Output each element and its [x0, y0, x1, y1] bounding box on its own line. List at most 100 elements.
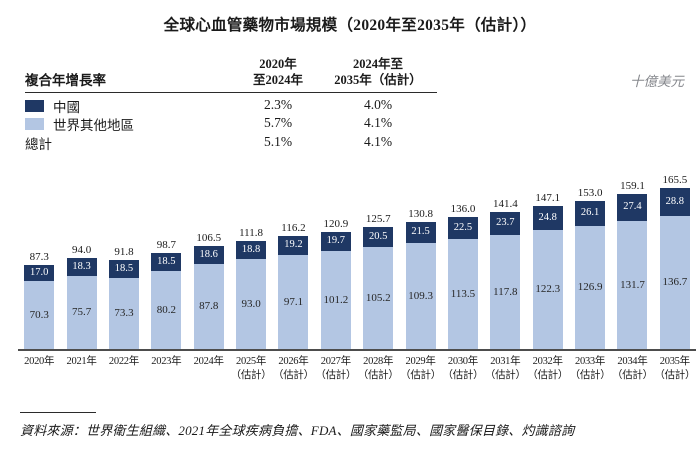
cagr-value: 4.0%	[363, 96, 393, 112]
bar-segment-rest-of-world: 113.5	[447, 239, 478, 349]
bar-segment-rest-of-world: 73.3	[108, 278, 139, 349]
bar-column: 94.0 18.3 75.7	[60, 244, 102, 349]
x-axis-label: 2024年	[193, 356, 224, 367]
bar-segment-china: 24.8	[532, 206, 563, 230]
cagr-row-header: 複合年增長率	[25, 72, 106, 88]
bar-segment-rest-of-world: 131.7	[617, 221, 648, 349]
cagr-table: 複合年增長率 2020年 至2024年 2024年至 2035年（估計） 中國 …	[25, 56, 437, 152]
source-note: 資料來源：世界衛生組織、2021年全球疾病負擔、FDA、國家藥監局、國家醫保目錄…	[20, 423, 575, 438]
bar-segment-rest-of-world: 122.3	[532, 230, 563, 349]
bar-segment-china: 17.0	[24, 265, 55, 281]
bar-segment-china: 27.4	[617, 194, 648, 221]
cagr-col-header-line: 2024年至	[352, 57, 403, 71]
cagr-col-header-2024-2035: 2024年至 2035年（估計）	[319, 56, 437, 91]
cagr-value: 5.7%	[263, 115, 293, 130]
bar-segment-china: 23.7	[490, 212, 521, 235]
bar-total-label: 141.4	[492, 198, 518, 210]
bar-total-label: 116.2	[281, 222, 306, 234]
table-divider-line	[25, 91, 437, 93]
bar-column: 141.4 23.7 117.8	[484, 198, 526, 349]
bar-total-label: 106.5	[196, 232, 222, 244]
bar-total-label: 98.7	[156, 239, 176, 251]
stacked-bar-chart: 87.3 17.0 70.3 94.0 18.3 75.7 91.8 18.5 73.3 98.7…	[18, 170, 696, 382]
bar-segment-china: 21.5	[405, 222, 436, 243]
stacked-bar: 18.3 75.7	[66, 258, 97, 349]
unit-label: 十億美元	[630, 74, 684, 89]
stacked-bar: 17.0 70.3	[24, 265, 55, 349]
bar-segment-china: 18.6	[193, 246, 224, 264]
bar-segment-china: 18.5	[108, 260, 139, 278]
legend-item-china: 中國	[25, 97, 237, 116]
x-axis-label: 2025年 （估計）	[230, 356, 272, 381]
x-axis-label: 2034年 （估計）	[612, 356, 653, 381]
rest-of-world-legend-swatch-icon	[25, 118, 44, 131]
bar-segment-china: 19.2	[278, 236, 309, 255]
bar-column: 111.8 18.8 93.0	[230, 227, 272, 349]
total-row-label: 總計	[25, 136, 52, 152]
stacked-bar: 23.7 117.8	[490, 212, 521, 349]
bar-column: 159.1 27.4 131.7	[611, 180, 653, 349]
bar-column: 120.9 19.7 101.2	[315, 218, 357, 349]
bar-total-label: 120.9	[323, 218, 349, 230]
bar-segment-rest-of-world: 80.2	[151, 271, 182, 349]
bar-column: 87.3 17.0 70.3	[18, 251, 60, 349]
cagr-value: 2.3%	[263, 96, 293, 112]
legend-label-rest-of-world: 世界其他地區	[53, 118, 134, 134]
bar-segment-china: 18.3	[66, 258, 97, 276]
x-axis-label: 2022年	[108, 356, 139, 367]
x-axis-label: 2027年 （估計）	[315, 356, 357, 381]
table-row-rest-of-world: 世界其他地區 5.7% 4.1%	[25, 115, 437, 134]
bar-segment-rest-of-world: 105.2	[363, 247, 394, 349]
bar-segment-china: 18.5	[151, 253, 182, 271]
bar-column: 91.8 18.5 73.3	[103, 246, 145, 349]
bar-total-label: 94.0	[71, 244, 92, 256]
table-row-china: 中國 2.3% 4.0%	[25, 97, 437, 116]
china-legend-swatch-icon	[25, 99, 44, 112]
stacked-bar: 28.8 136.7	[659, 188, 690, 349]
bar-segment-china: 28.8	[659, 188, 690, 216]
bar-segment-china: 19.7	[320, 232, 351, 251]
bar-segment-china: 20.5	[363, 227, 394, 247]
bar-segment-china: 26.1	[575, 201, 606, 226]
bar-column: 165.5 28.8 136.7	[654, 174, 696, 349]
bar-column: 125.7 20.5 105.2	[357, 213, 399, 349]
bar-segment-rest-of-world: 87.8	[193, 264, 224, 349]
x-axis-labels: 2020年 2021年 2022年 2023年 2024年 2025年 （估計） 2026年（…	[18, 355, 696, 382]
stacked-bar: 18.6 87.8	[193, 246, 224, 349]
x-axis-label: 2028年 （估計）	[357, 356, 399, 381]
bar-total-label: 91.8	[114, 246, 134, 258]
legend-item-rest-of-world: 世界其他地區	[25, 115, 237, 134]
cagr-table-header-row: 複合年增長率 2020年 至2024年 2024年至 2035年（估計）	[25, 56, 437, 91]
cagr-col-header-line: 2035年（估計）	[334, 73, 422, 88]
cagr-value: 4.1%	[363, 115, 393, 130]
x-axis-label: 2029年 （估計）	[400, 356, 441, 381]
bar-segment-rest-of-world: 117.8	[490, 235, 521, 349]
bar-column: 98.7 18.5 80.2	[145, 239, 187, 349]
x-axis-label: 2026年 （估計）	[273, 356, 314, 381]
bar-segment-rest-of-world: 126.9	[575, 226, 606, 349]
bar-segment-rest-of-world: 97.1	[278, 255, 309, 349]
stacked-bar: 18.5 80.2	[151, 253, 182, 349]
x-axis-label: 2021年	[66, 356, 97, 367]
bar-segment-rest-of-world: 136.7	[659, 216, 690, 349]
bar-segment-rest-of-world: 75.7	[66, 276, 97, 349]
stacked-bar: 21.5 109.3	[405, 222, 436, 349]
bar-total-label: 136.0	[450, 203, 476, 215]
stacked-bar: 18.8 93.0	[236, 241, 267, 349]
bar-total-label: 125.7	[365, 213, 391, 225]
x-axis-label: 2035年 （估計）	[654, 356, 696, 381]
bar-segment-rest-of-world: 70.3	[24, 281, 55, 349]
bar-total-label: 153.0	[577, 187, 603, 199]
legend-label-china: 中國	[53, 99, 80, 115]
bar-column: 153.0 26.1 126.9	[569, 187, 611, 349]
x-axis-label: 2031年 （估計）	[484, 356, 526, 381]
bar-column: 116.2 19.2 97.1	[272, 222, 314, 349]
bar-total-label: 130.8	[408, 208, 433, 220]
cagr-col-header-line: 至2024年	[252, 73, 303, 88]
table-row-total: 總計 5.1% 4.1%	[25, 134, 437, 153]
bar-column: 136.0 22.5 113.5	[442, 203, 484, 349]
cagr-table-body: 中國 2.3% 4.0% 世界其他地區 5.7% 4.1% 總計 5.1% 4.…	[25, 93, 437, 153]
bar-total-label: 147.1	[535, 192, 561, 204]
stacked-bar: 27.4 131.7	[617, 194, 648, 349]
